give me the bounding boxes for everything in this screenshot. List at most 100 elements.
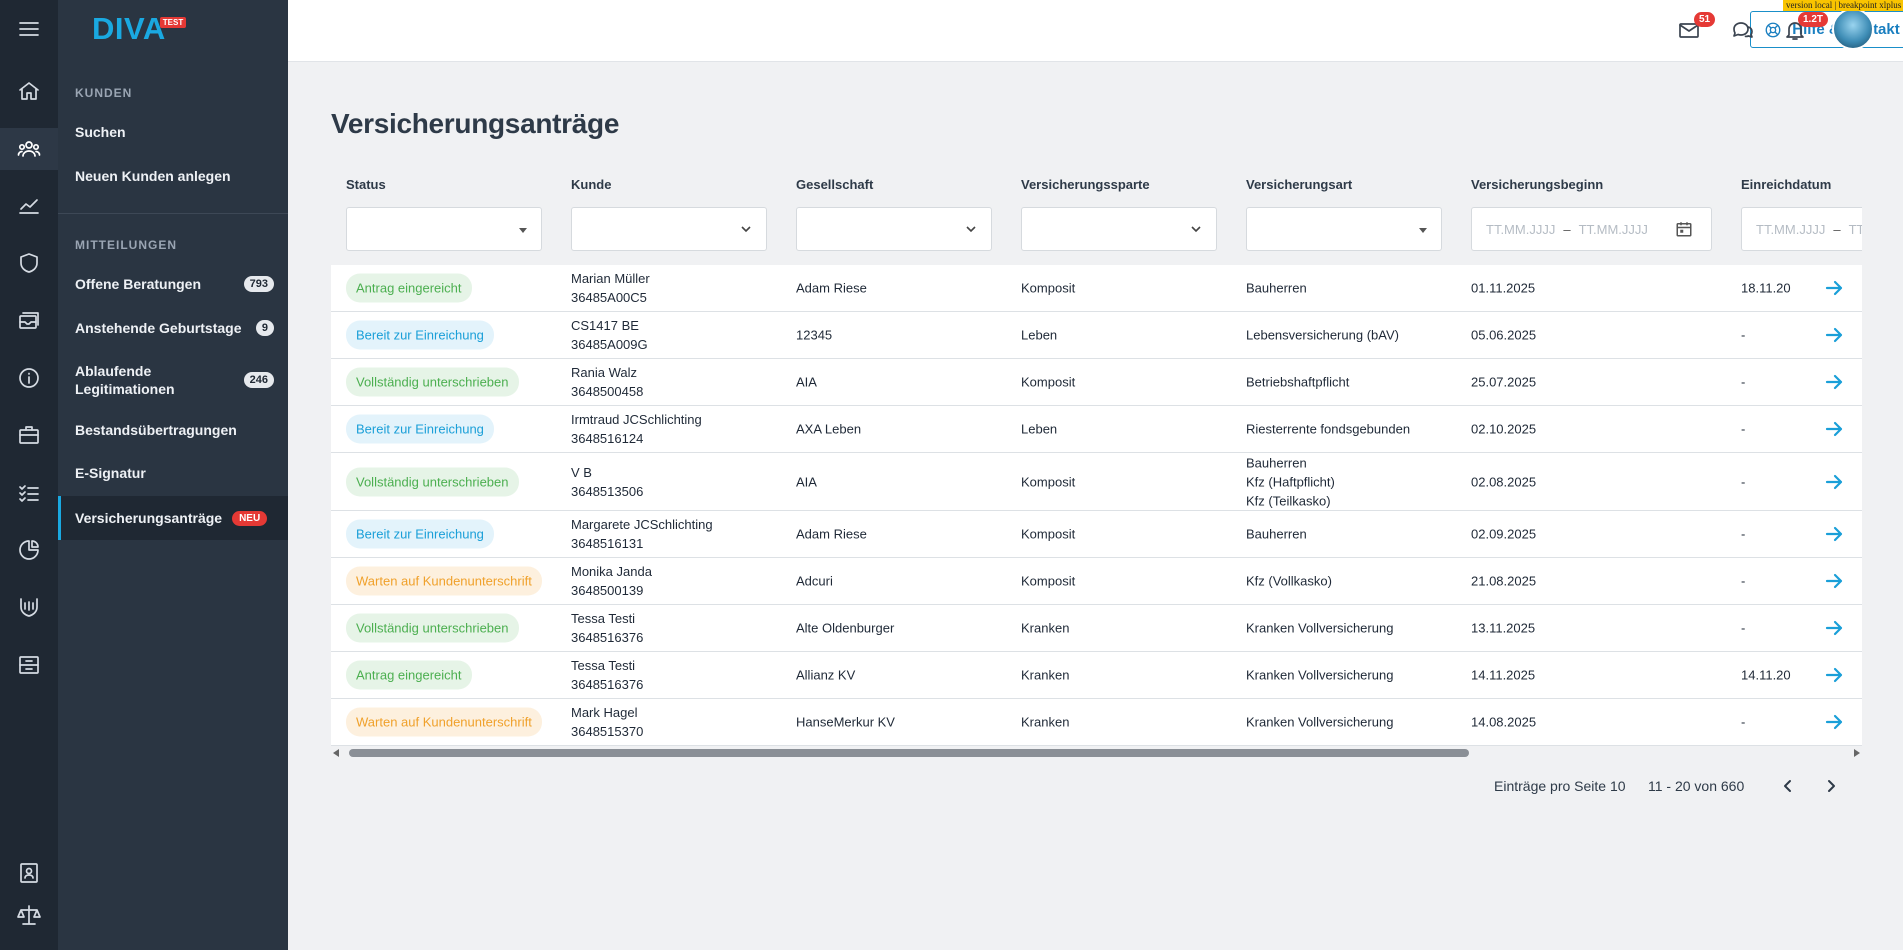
column-header-gesellschaft[interactable]: Gesellschaft: [796, 177, 874, 192]
open-row-arrow-icon[interactable]: [1824, 524, 1844, 544]
art-filter-select[interactable]: [1246, 207, 1442, 251]
company-value: AIA: [796, 374, 817, 390]
date-to-input[interactable]: TT.MM.JJJJ: [1578, 221, 1648, 237]
insurance-type-value: Kranken Vollversicherung: [1246, 714, 1394, 730]
table-row[interactable]: Bereit zur Einreichung Irmtraud JCSchlich…: [331, 406, 1862, 453]
sidebar-item-legitimationen[interactable]: Ablaufende Legitimationen 246: [58, 360, 288, 400]
column-header-sparte[interactable]: Versicherungssparte: [1021, 177, 1150, 192]
einreich-date-range[interactable]: TT.MM.JJJJ – TT: [1741, 207, 1862, 251]
table-row[interactable]: Bereit zur Einreichung CS1417 BE 36485A009…: [331, 312, 1862, 359]
page-range-label: 11 - 20 von 660: [1648, 778, 1745, 794]
gesellschaft-filter-select[interactable]: [796, 207, 992, 251]
sidebar-item-suchen[interactable]: Suchen: [58, 120, 288, 144]
customer-name: Tessa Testi: [571, 658, 636, 673]
count-badge: 246: [243, 372, 274, 388]
start-date-value: 14.08.2025: [1471, 714, 1537, 730]
chart-icon[interactable]: [10, 186, 48, 224]
sidebar-item-geburtstage[interactable]: Anstehende Geburtstage 9: [58, 316, 288, 340]
insurance-type-value: Kranken Vollversicherung: [1246, 620, 1394, 636]
scroll-left-arrow-icon[interactable]: [333, 749, 339, 757]
status-badge: Bereit zur Einreichung: [346, 320, 494, 350]
sidebar-item-bestandsuebertragungen[interactable]: Bestandsübertragungen: [58, 418, 288, 442]
date-from-input[interactable]: TT.MM.JJJJ: [1486, 221, 1556, 237]
avatar[interactable]: [1832, 8, 1874, 50]
date-to-input[interactable]: TT: [1848, 221, 1862, 237]
sidebar-item-versicherungsantraege[interactable]: Versicherungsanträge NEU: [58, 496, 288, 540]
start-date-cell: 25.07.2025: [1471, 373, 1536, 392]
line-value: Komposit: [1021, 280, 1076, 296]
shield-hand-icon[interactable]: [10, 588, 48, 626]
status-badge: Warten auf Kundenunterschrift: [346, 707, 542, 737]
table-row[interactable]: Vollständig unterschrieben V B 3648513506 A…: [331, 453, 1862, 511]
customer-id: 3648500458: [571, 384, 644, 399]
table-row[interactable]: Bereit zur Einreichung Margarete JCSchlic…: [331, 511, 1862, 558]
open-row-arrow-icon[interactable]: [1824, 472, 1844, 492]
table-row[interactable]: Vollständig unterschrieben Tessa Testi 364…: [331, 605, 1862, 652]
scrollbar-thumb[interactable]: [349, 749, 1469, 757]
company-value: 12345: [796, 327, 833, 343]
open-row-arrow-icon[interactable]: [1824, 372, 1844, 392]
open-row-arrow-icon[interactable]: [1824, 712, 1844, 732]
open-row-arrow-icon[interactable]: [1824, 278, 1844, 298]
table-row[interactable]: Antrag eingereicht Tessa Testi 3648516376 A…: [331, 652, 1862, 699]
submission-date-value: -: [1741, 573, 1746, 589]
chevron-down-icon: [741, 226, 751, 233]
start-date-value: 01.11.2025: [1471, 280, 1536, 296]
line-cell: Komposit: [1021, 472, 1075, 491]
sidebar-item-neuen-kunden[interactable]: Neuen Kunden anlegen: [58, 164, 288, 188]
table-row[interactable]: Antrag eingereicht Marian Müller 36485A00C…: [331, 265, 1862, 312]
company-cell: Adam Riese: [796, 279, 867, 298]
insurance-type-cell: Betriebshaftpflicht: [1246, 373, 1349, 392]
diva-logo[interactable]: DIVA TEST: [92, 10, 187, 50]
status-badge: Antrag eingereicht: [346, 660, 472, 690]
table-row[interactable]: Warten auf Kundenunterschrift Monika Jand…: [331, 558, 1862, 605]
horizontal-scrollbar[interactable]: [331, 745, 1862, 761]
sparte-filter-select[interactable]: [1021, 207, 1217, 251]
column-header-kunde[interactable]: Kunde: [571, 177, 612, 192]
insurance-type-cell: Kfz (Vollkasko): [1246, 572, 1332, 591]
shield-icon[interactable]: [10, 244, 48, 282]
date-from-input[interactable]: TT.MM.JJJJ: [1756, 221, 1826, 237]
open-row-arrow-icon[interactable]: [1824, 419, 1844, 439]
customers-icon[interactable]: [0, 128, 58, 170]
column-header-beginn[interactable]: Versicherungsbeginn: [1471, 177, 1604, 192]
open-row-arrow-icon[interactable]: [1824, 618, 1844, 638]
open-row-arrow-icon[interactable]: [1824, 325, 1844, 345]
table-row[interactable]: Warten auf Kundenunterschrift Mark Hagel 3…: [331, 699, 1862, 746]
checklist-icon[interactable]: [10, 474, 48, 512]
start-date-cell: 05.06.2025: [1471, 326, 1536, 345]
info-icon[interactable]: [10, 359, 48, 397]
mail-icon[interactable]: [1674, 15, 1704, 45]
home-icon[interactable]: [10, 72, 48, 110]
company-cell: AIA: [796, 373, 817, 392]
column-header-art[interactable]: Versicherungsart: [1246, 177, 1353, 192]
scroll-right-arrow-icon[interactable]: [1854, 749, 1860, 757]
line-value: Kranken: [1021, 667, 1070, 683]
pie-chart-icon[interactable]: [10, 531, 48, 569]
inbox-icon[interactable]: [10, 302, 48, 340]
column-header-einreichdatum[interactable]: Einreichdatum: [1741, 177, 1832, 192]
open-row-arrow-icon[interactable]: [1824, 571, 1844, 591]
start-date-value: 02.08.2025: [1471, 474, 1537, 489]
briefcase-icon[interactable]: [10, 416, 48, 454]
column-header-status[interactable]: Status: [346, 177, 386, 192]
menu-icon[interactable]: [10, 10, 48, 48]
table-row[interactable]: Vollständig unterschrieben Rania Walz 3648…: [331, 359, 1862, 406]
scale-icon[interactable]: [10, 896, 48, 934]
bell-icon[interactable]: [1780, 15, 1810, 45]
line-value: Komposit: [1021, 474, 1076, 489]
previous-page-button[interactable]: [1780, 778, 1800, 798]
entries-per-page-label[interactable]: Einträge pro Seite 10: [1494, 778, 1626, 794]
calendar-icon[interactable]: [1675, 220, 1693, 238]
next-page-button[interactable]: [1823, 778, 1843, 798]
contact-book-icon[interactable]: [10, 854, 48, 892]
archive-icon[interactable]: [10, 646, 48, 684]
sidebar-item-label: E-Signatur: [75, 465, 146, 481]
kunde-filter-select[interactable]: [571, 207, 767, 251]
status-filter-select[interactable]: [346, 207, 542, 251]
beginn-date-range[interactable]: TT.MM.JJJJ – TT.MM.JJJJ: [1471, 207, 1712, 251]
sidebar-item-offene-beratungen[interactable]: Offene Beratungen 793: [58, 272, 288, 296]
open-row-arrow-icon[interactable]: [1824, 665, 1844, 685]
sidebar-item-e-signatur[interactable]: E-Signatur: [58, 461, 288, 485]
chat-icon[interactable]: [1728, 15, 1758, 45]
